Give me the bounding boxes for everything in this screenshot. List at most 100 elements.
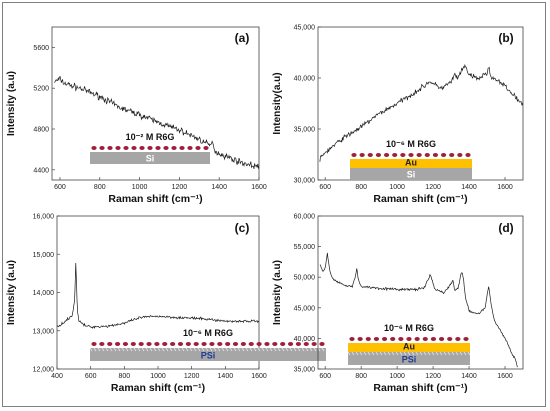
chart-panel-b: 600 800 1000 1200 1400 1600 30,000 35,000 40,000… (272, 25, 524, 205)
pore-mark (201, 347, 205, 352)
x-axis-label: Raman shift (cm⁻¹) (373, 382, 467, 394)
y-axis-label: Intensity (a.u) (6, 71, 17, 136)
y-tick-label: 13,000 (33, 328, 55, 335)
plot-area (317, 26, 524, 181)
pore-mark (173, 347, 177, 352)
pore-mark (379, 351, 383, 356)
pore-mark (443, 351, 447, 356)
porous-silicon-substrate (348, 352, 470, 365)
pore-mark (269, 347, 273, 352)
r6g-molecule-dot (381, 337, 388, 341)
pore-mark (459, 351, 463, 356)
pore-mark (455, 351, 459, 356)
y-tick-label: 5200 (33, 86, 49, 93)
pore-mark (285, 347, 289, 352)
layer-label: Au (405, 158, 417, 168)
r6g-molecule-dot (122, 342, 129, 346)
pore-mark (237, 347, 241, 352)
r6g-molecule-dot (170, 342, 176, 346)
y-tick-label: 14,000 (33, 290, 55, 297)
r6g-molecule-dot (287, 342, 294, 346)
r6g-molecule-dot (367, 153, 373, 157)
pore-mark (313, 347, 317, 352)
pore-mark (301, 347, 305, 352)
x-tick-label: 800 (94, 184, 106, 191)
pore-mark (387, 351, 391, 356)
chart-panel-a: 600 800 1000 1200 1400 1600 4400 4800 5200 5600 Ra… (6, 26, 267, 205)
r6g-molecule-dot (91, 146, 97, 150)
pore-mark (363, 351, 367, 356)
x-tick-label: 1600 (497, 184, 513, 191)
pore-mark (197, 347, 201, 352)
x-tick-label: 1400 (211, 184, 227, 191)
molecule-concentration-label: 10⁻⁶ M R6G (386, 139, 436, 149)
r6g-molecule-dot (449, 153, 455, 157)
r6g-molecule-dot (232, 342, 239, 346)
r6g-molecule-dot (295, 342, 302, 346)
pore-mark (451, 351, 455, 356)
pore-mark (161, 347, 165, 352)
y-tick-label: 30,000 (294, 178, 316, 185)
r6g-molecule-dot (408, 153, 414, 157)
r6g-molecule-dot (185, 342, 191, 346)
x-tick-label: 1600 (251, 373, 267, 380)
r6g-molecule-dot (430, 337, 437, 341)
x-tick-label: 1000 (389, 373, 405, 380)
r6g-molecule-dot (195, 146, 201, 150)
r6g-molecule-dot (447, 337, 453, 341)
r6g-molecule-dot (91, 342, 97, 346)
x-tick-label: 600 (319, 184, 331, 191)
pore-mark (141, 347, 145, 352)
pore-mark (205, 347, 209, 352)
layer-label: Si (146, 154, 155, 164)
plot-area (317, 215, 524, 370)
y-axis-label: Intensity (a.u) (6, 260, 17, 325)
r6g-molecule-dot (438, 337, 445, 341)
layer-label: PSi (201, 351, 216, 361)
gold-layer (348, 343, 470, 352)
y-tick-label: 35,000 (294, 127, 316, 134)
pore-mark (245, 347, 249, 352)
chart-panel-d: 600 800 1000 1200 1400 1600 35,000 40,000 45,000… (272, 214, 524, 394)
pore-mark (463, 351, 467, 356)
x-tick-label: 800 (355, 184, 367, 191)
r6g-molecule-dot (248, 342, 254, 346)
y-axis-label: Intensity(a.u) (272, 72, 283, 134)
pore-mark (113, 347, 117, 352)
y-tick-label: 50,000 (294, 275, 316, 282)
r6g-molecule-dot (392, 153, 398, 157)
r6g-molecule-dot (357, 337, 363, 341)
plot-area (56, 215, 260, 370)
r6g-molecule-dot (398, 337, 404, 341)
substrate-schematic: 10⁻⁶ M R6G Au PSi (347, 323, 471, 365)
panel-label: (a) (235, 31, 250, 45)
r6g-molecule-dot (179, 146, 185, 150)
y-tick-label: 4800 (33, 127, 49, 134)
r6g-molecule-dot (463, 337, 469, 341)
panel-label: (b) (498, 31, 513, 45)
r6g-molecule-dot (163, 146, 169, 150)
x-tick-label: 1400 (218, 373, 234, 380)
r6g-molecule-dot (359, 153, 365, 157)
y-tick-label: 45,000 (294, 25, 316, 32)
molecule-concentration-label: 10⁻⁶ M R6G (183, 328, 233, 338)
r6g-molecule-dot (99, 146, 105, 150)
r6g-molecule-dot (171, 146, 177, 150)
r6g-molecule-dot (349, 337, 355, 341)
pore-mark (403, 351, 407, 356)
r6g-molecule-dot (457, 153, 463, 157)
pore-mark (233, 347, 237, 352)
pore-mark (241, 347, 245, 352)
r6g-molecule-dot (187, 146, 193, 150)
r6g-molecule-dot (264, 342, 270, 346)
y-tick-label: 55,000 (294, 244, 316, 251)
x-tick-label: 1600 (251, 184, 267, 191)
x-tick-label: 600 (85, 373, 97, 380)
r6g-molecule-dot (123, 146, 129, 150)
y-tick-label: 40,000 (294, 76, 316, 83)
pore-mark (277, 347, 281, 352)
pore-mark (427, 351, 431, 356)
x-tick-label: 1000 (132, 184, 148, 191)
r6g-molecule-dot (115, 146, 121, 150)
molecule-concentration-label: 10⁻² M R6G (126, 132, 175, 142)
